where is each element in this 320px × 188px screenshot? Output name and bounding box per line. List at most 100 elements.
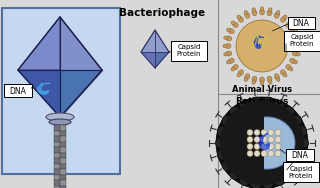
Circle shape [274,175,284,186]
Circle shape [274,100,284,111]
Ellipse shape [260,7,264,11]
Bar [60,125,66,130]
Ellipse shape [276,11,280,15]
Ellipse shape [46,113,74,121]
Bar [54,164,60,169]
Ellipse shape [252,76,257,82]
Text: Capsid
Protein: Capsid Protein [290,35,314,48]
Circle shape [298,137,308,149]
Circle shape [268,151,274,156]
Circle shape [291,160,302,171]
Bar [54,169,60,174]
Ellipse shape [245,74,250,80]
FancyBboxPatch shape [284,31,320,51]
FancyBboxPatch shape [283,162,319,182]
Ellipse shape [225,44,231,49]
Circle shape [239,100,251,111]
Ellipse shape [281,17,286,22]
Ellipse shape [238,17,244,22]
Circle shape [247,136,253,143]
Ellipse shape [252,10,257,16]
Circle shape [275,136,281,143]
Circle shape [215,137,227,149]
Circle shape [224,105,300,181]
Circle shape [230,168,241,180]
Ellipse shape [233,22,238,27]
Bar [60,158,66,164]
Text: Animal Virus: Animal Virus [232,85,292,94]
Ellipse shape [227,60,231,64]
Ellipse shape [293,44,299,49]
Ellipse shape [237,15,241,19]
Circle shape [296,126,307,137]
Ellipse shape [231,67,235,71]
Circle shape [239,175,251,186]
Ellipse shape [245,12,250,18]
Circle shape [217,149,228,160]
FancyBboxPatch shape [288,17,315,29]
Circle shape [283,107,294,118]
Bar [60,169,66,174]
Ellipse shape [297,44,301,48]
Ellipse shape [286,64,292,70]
Circle shape [268,130,274,136]
Text: DNA: DNA [292,151,308,159]
Ellipse shape [260,81,264,85]
Bar [54,147,60,152]
Bar [60,142,66,147]
Ellipse shape [292,51,298,56]
Circle shape [283,168,294,180]
Circle shape [247,130,253,136]
Polygon shape [60,70,102,117]
Ellipse shape [226,36,232,41]
Polygon shape [18,70,60,117]
FancyBboxPatch shape [2,8,120,174]
Circle shape [262,97,273,108]
Bar [60,136,66,142]
Ellipse shape [252,80,256,84]
Ellipse shape [283,15,287,19]
Circle shape [261,130,267,136]
Bar [54,130,60,136]
Ellipse shape [233,64,238,70]
Ellipse shape [244,77,248,81]
Bar [60,147,66,152]
Circle shape [261,143,267,149]
Ellipse shape [260,9,264,15]
Bar [54,158,60,164]
Circle shape [268,143,274,149]
Ellipse shape [293,60,298,64]
Ellipse shape [227,28,231,32]
Ellipse shape [223,44,227,48]
Polygon shape [18,17,60,70]
Ellipse shape [281,70,286,75]
Ellipse shape [49,119,71,125]
Ellipse shape [238,70,244,75]
Ellipse shape [268,80,272,84]
Ellipse shape [260,77,264,83]
Circle shape [296,149,307,160]
Ellipse shape [228,29,234,34]
Circle shape [222,115,233,126]
Circle shape [254,130,260,136]
Bar [54,136,60,142]
Ellipse shape [244,11,248,15]
Circle shape [268,136,274,143]
Ellipse shape [289,21,293,25]
Bar [54,186,60,188]
Polygon shape [141,52,155,68]
Ellipse shape [239,117,295,169]
Text: Capsid
Protein: Capsid Protein [289,165,313,178]
Circle shape [216,97,308,188]
Ellipse shape [231,21,235,25]
Ellipse shape [237,73,241,77]
FancyBboxPatch shape [286,149,314,161]
Circle shape [261,151,267,156]
Text: Bacteriophage: Bacteriophage [119,8,205,18]
Polygon shape [155,52,169,68]
Circle shape [275,151,281,156]
FancyBboxPatch shape [171,41,207,61]
Bar [54,152,60,158]
Circle shape [254,143,260,149]
Text: Retrovirus: Retrovirus [235,97,289,106]
